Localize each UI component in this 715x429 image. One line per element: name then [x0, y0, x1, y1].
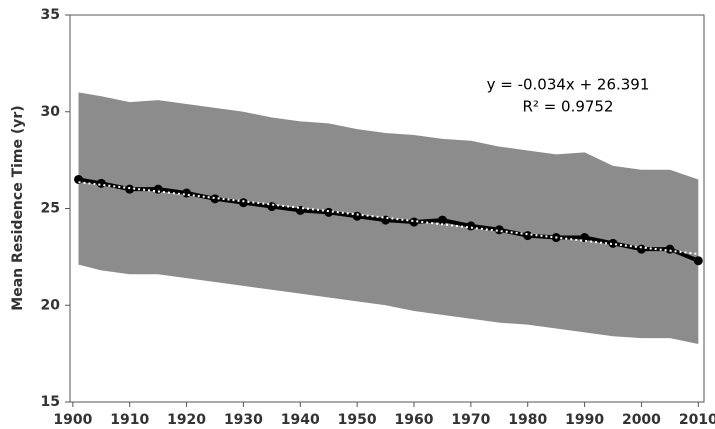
marker — [608, 238, 618, 248]
x-tick-label: 1900 — [53, 412, 92, 428]
x-tick-label: 1930 — [224, 412, 263, 428]
marker — [153, 184, 163, 194]
annotation: y = -0.034x + 26.391 — [487, 76, 650, 94]
x-tick-label: 1990 — [565, 412, 604, 428]
x-tick-label: 1950 — [338, 412, 377, 428]
y-tick-label: 25 — [41, 201, 60, 217]
marker — [523, 231, 533, 241]
marker — [665, 244, 675, 254]
x-tick-label: 1960 — [395, 412, 434, 428]
marker — [96, 178, 106, 188]
x-tick-label: 1910 — [110, 412, 149, 428]
x-tick-label: 1920 — [167, 412, 206, 428]
trend-line — [78, 181, 699, 255]
marker — [636, 244, 646, 254]
marker — [210, 194, 220, 204]
x-tick-label: 1940 — [281, 412, 320, 428]
marker — [580, 233, 590, 243]
marker — [466, 221, 476, 231]
x-tick-label: 2000 — [622, 412, 661, 428]
marker — [238, 198, 248, 208]
y-tick-label: 30 — [41, 104, 61, 120]
marker — [74, 174, 84, 184]
marker — [324, 207, 334, 217]
x-tick-label: 1970 — [451, 412, 490, 428]
x-tick-label: 1980 — [508, 412, 547, 428]
marker — [437, 215, 447, 225]
annotation: R² = 0.9752 — [522, 98, 613, 116]
y-tick-label: 15 — [41, 394, 60, 410]
marker — [352, 211, 362, 221]
marker — [182, 188, 192, 198]
y-tick-label: 20 — [41, 297, 61, 313]
marker — [125, 184, 135, 194]
y-axis-label: Mean Residence Time (yr) — [10, 105, 26, 310]
y-tick-label: 35 — [41, 7, 60, 23]
marker — [693, 256, 703, 266]
x-tick-label: 2010 — [679, 412, 715, 428]
